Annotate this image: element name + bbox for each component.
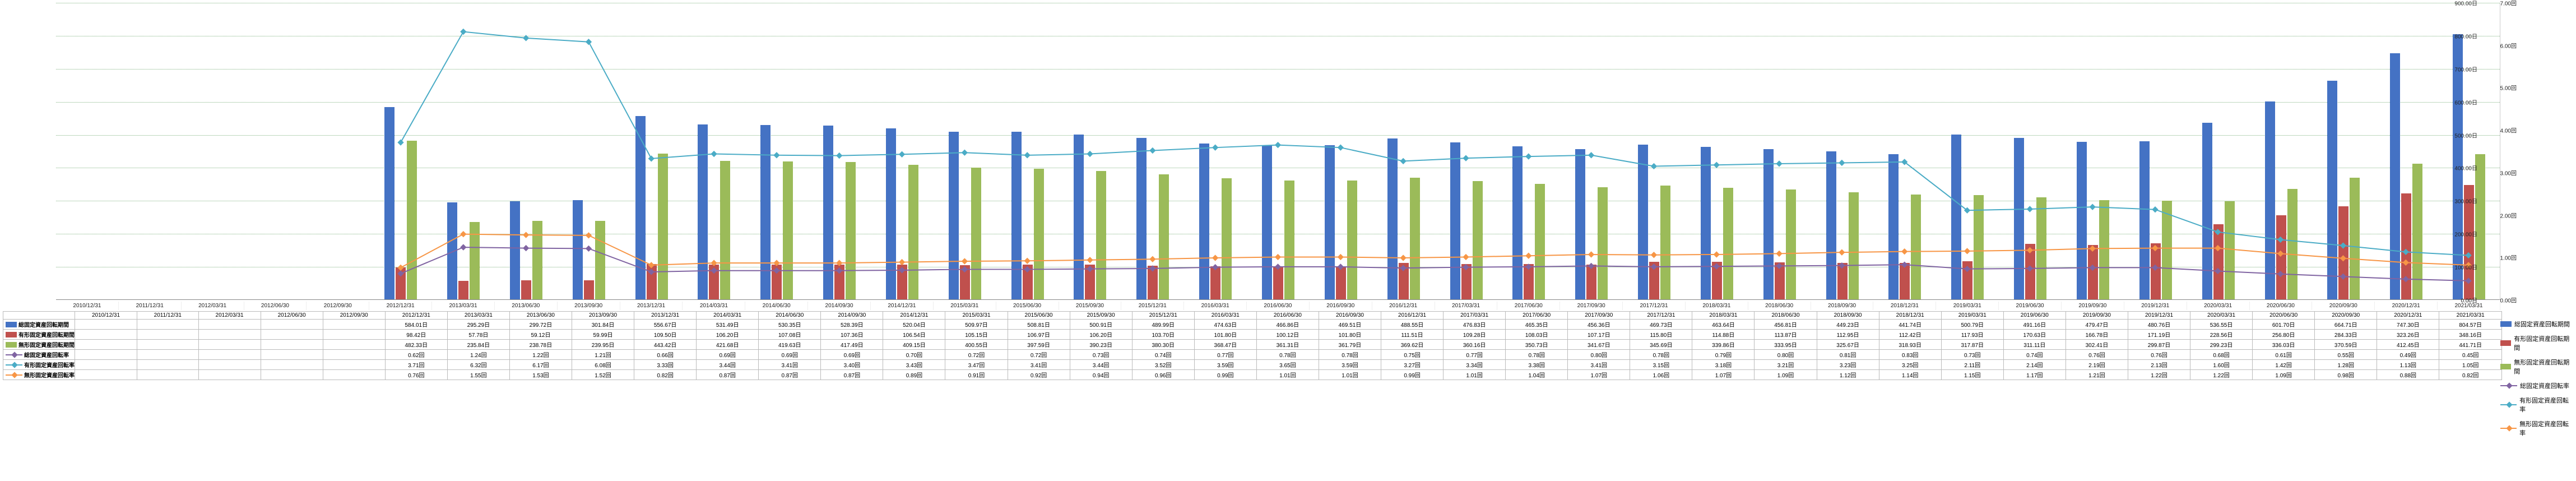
x-label: 2018/06/30 xyxy=(1748,302,1811,310)
x-label: 2017/09/30 xyxy=(1560,302,1623,310)
x-axis-labels: 2010/12/312011/12/312012/03/312012/06/30… xyxy=(56,302,2500,310)
x-label: 2016/03/31 xyxy=(1184,302,1247,310)
x-label: 2012/09/30 xyxy=(307,302,369,310)
x-label: 2021/03/31 xyxy=(2438,302,2500,310)
x-label: 2017/03/31 xyxy=(1435,302,1498,310)
x-label: 2013/03/31 xyxy=(432,302,495,310)
x-label: 2017/12/31 xyxy=(1623,302,1686,310)
x-label: 2018/12/31 xyxy=(1873,302,1936,310)
x-label: 2020/03/31 xyxy=(2187,302,2250,310)
x-label: 2016/06/30 xyxy=(1247,302,1310,310)
x-label: 2013/12/31 xyxy=(620,302,683,310)
chart-plot-area: 0.00日100.00日200.00日300.00日400.00日500.00日… xyxy=(56,3,2500,300)
x-label: 2012/03/31 xyxy=(182,302,244,310)
chart-wrapper: 0.00日100.00日200.00日300.00日400.00日500.00日… xyxy=(0,0,2576,481)
x-label: 2012/06/30 xyxy=(244,302,307,310)
legend-item: 有形固定資産回転率 xyxy=(2500,396,2573,414)
legend-item: 無形固定資産回転期間 xyxy=(2500,358,2573,376)
x-label: 2014/12/31 xyxy=(871,302,934,310)
data-table: 2010/12/312011/12/312012/03/312012/06/30… xyxy=(3,311,2502,380)
x-label: 2020/06/30 xyxy=(2250,302,2313,310)
legend: 総固定資産回転期間有形固定資産回転期間無形固定資産回転期間総固定資産回転率有形固… xyxy=(2500,314,2573,443)
x-label: 2019/06/30 xyxy=(1999,302,2062,310)
x-label: 2019/12/31 xyxy=(2124,302,2187,310)
x-label: 2014/03/31 xyxy=(683,302,745,310)
line-overlay xyxy=(56,3,2500,300)
series-label: 有形固定資産回転率 xyxy=(24,360,75,369)
legend-item: 有形固定資産回転期間 xyxy=(2500,334,2573,352)
x-label: 2013/06/30 xyxy=(495,302,558,310)
x-label: 2010/12/31 xyxy=(56,302,119,310)
x-label: 2014/09/30 xyxy=(808,302,871,310)
x-label: 2014/06/30 xyxy=(745,302,808,310)
x-label: 2017/06/30 xyxy=(1497,302,1560,310)
x-label: 2016/09/30 xyxy=(1310,302,1372,310)
x-label: 2019/03/31 xyxy=(1936,302,1999,310)
series-label: 総固定資産回転率 xyxy=(24,350,69,359)
x-label: 2015/12/31 xyxy=(1121,302,1184,310)
series-label: 無形固定資産回転率 xyxy=(24,371,75,379)
x-label: 2016/12/31 xyxy=(1372,302,1435,310)
legend-item: 総固定資産回転率 xyxy=(2500,381,2573,390)
x-label: 2015/03/31 xyxy=(934,302,996,310)
x-label: 2011/12/31 xyxy=(119,302,182,310)
legend-item: 総固定資産回転期間 xyxy=(2500,320,2573,329)
x-label: 2012/12/31 xyxy=(369,302,432,310)
x-label: 2018/03/31 xyxy=(1686,302,1748,310)
series-label: 有形固定資産回転期間 xyxy=(18,330,75,339)
series-label: 無形固定資産回転期間 xyxy=(18,340,75,349)
x-label: 2015/09/30 xyxy=(1059,302,1122,310)
x-label: 2015/06/30 xyxy=(996,302,1059,310)
x-label: 2020/09/30 xyxy=(2312,302,2375,310)
x-label: 2018/09/30 xyxy=(1811,302,1874,310)
x-label: 2019/09/30 xyxy=(2062,302,2124,310)
series-label: 総固定資産回転期間 xyxy=(18,320,69,329)
x-label: 2020/12/31 xyxy=(2375,302,2438,310)
legend-item: 無形固定資産回転率 xyxy=(2500,419,2573,437)
x-label: 2013/09/30 xyxy=(558,302,620,310)
